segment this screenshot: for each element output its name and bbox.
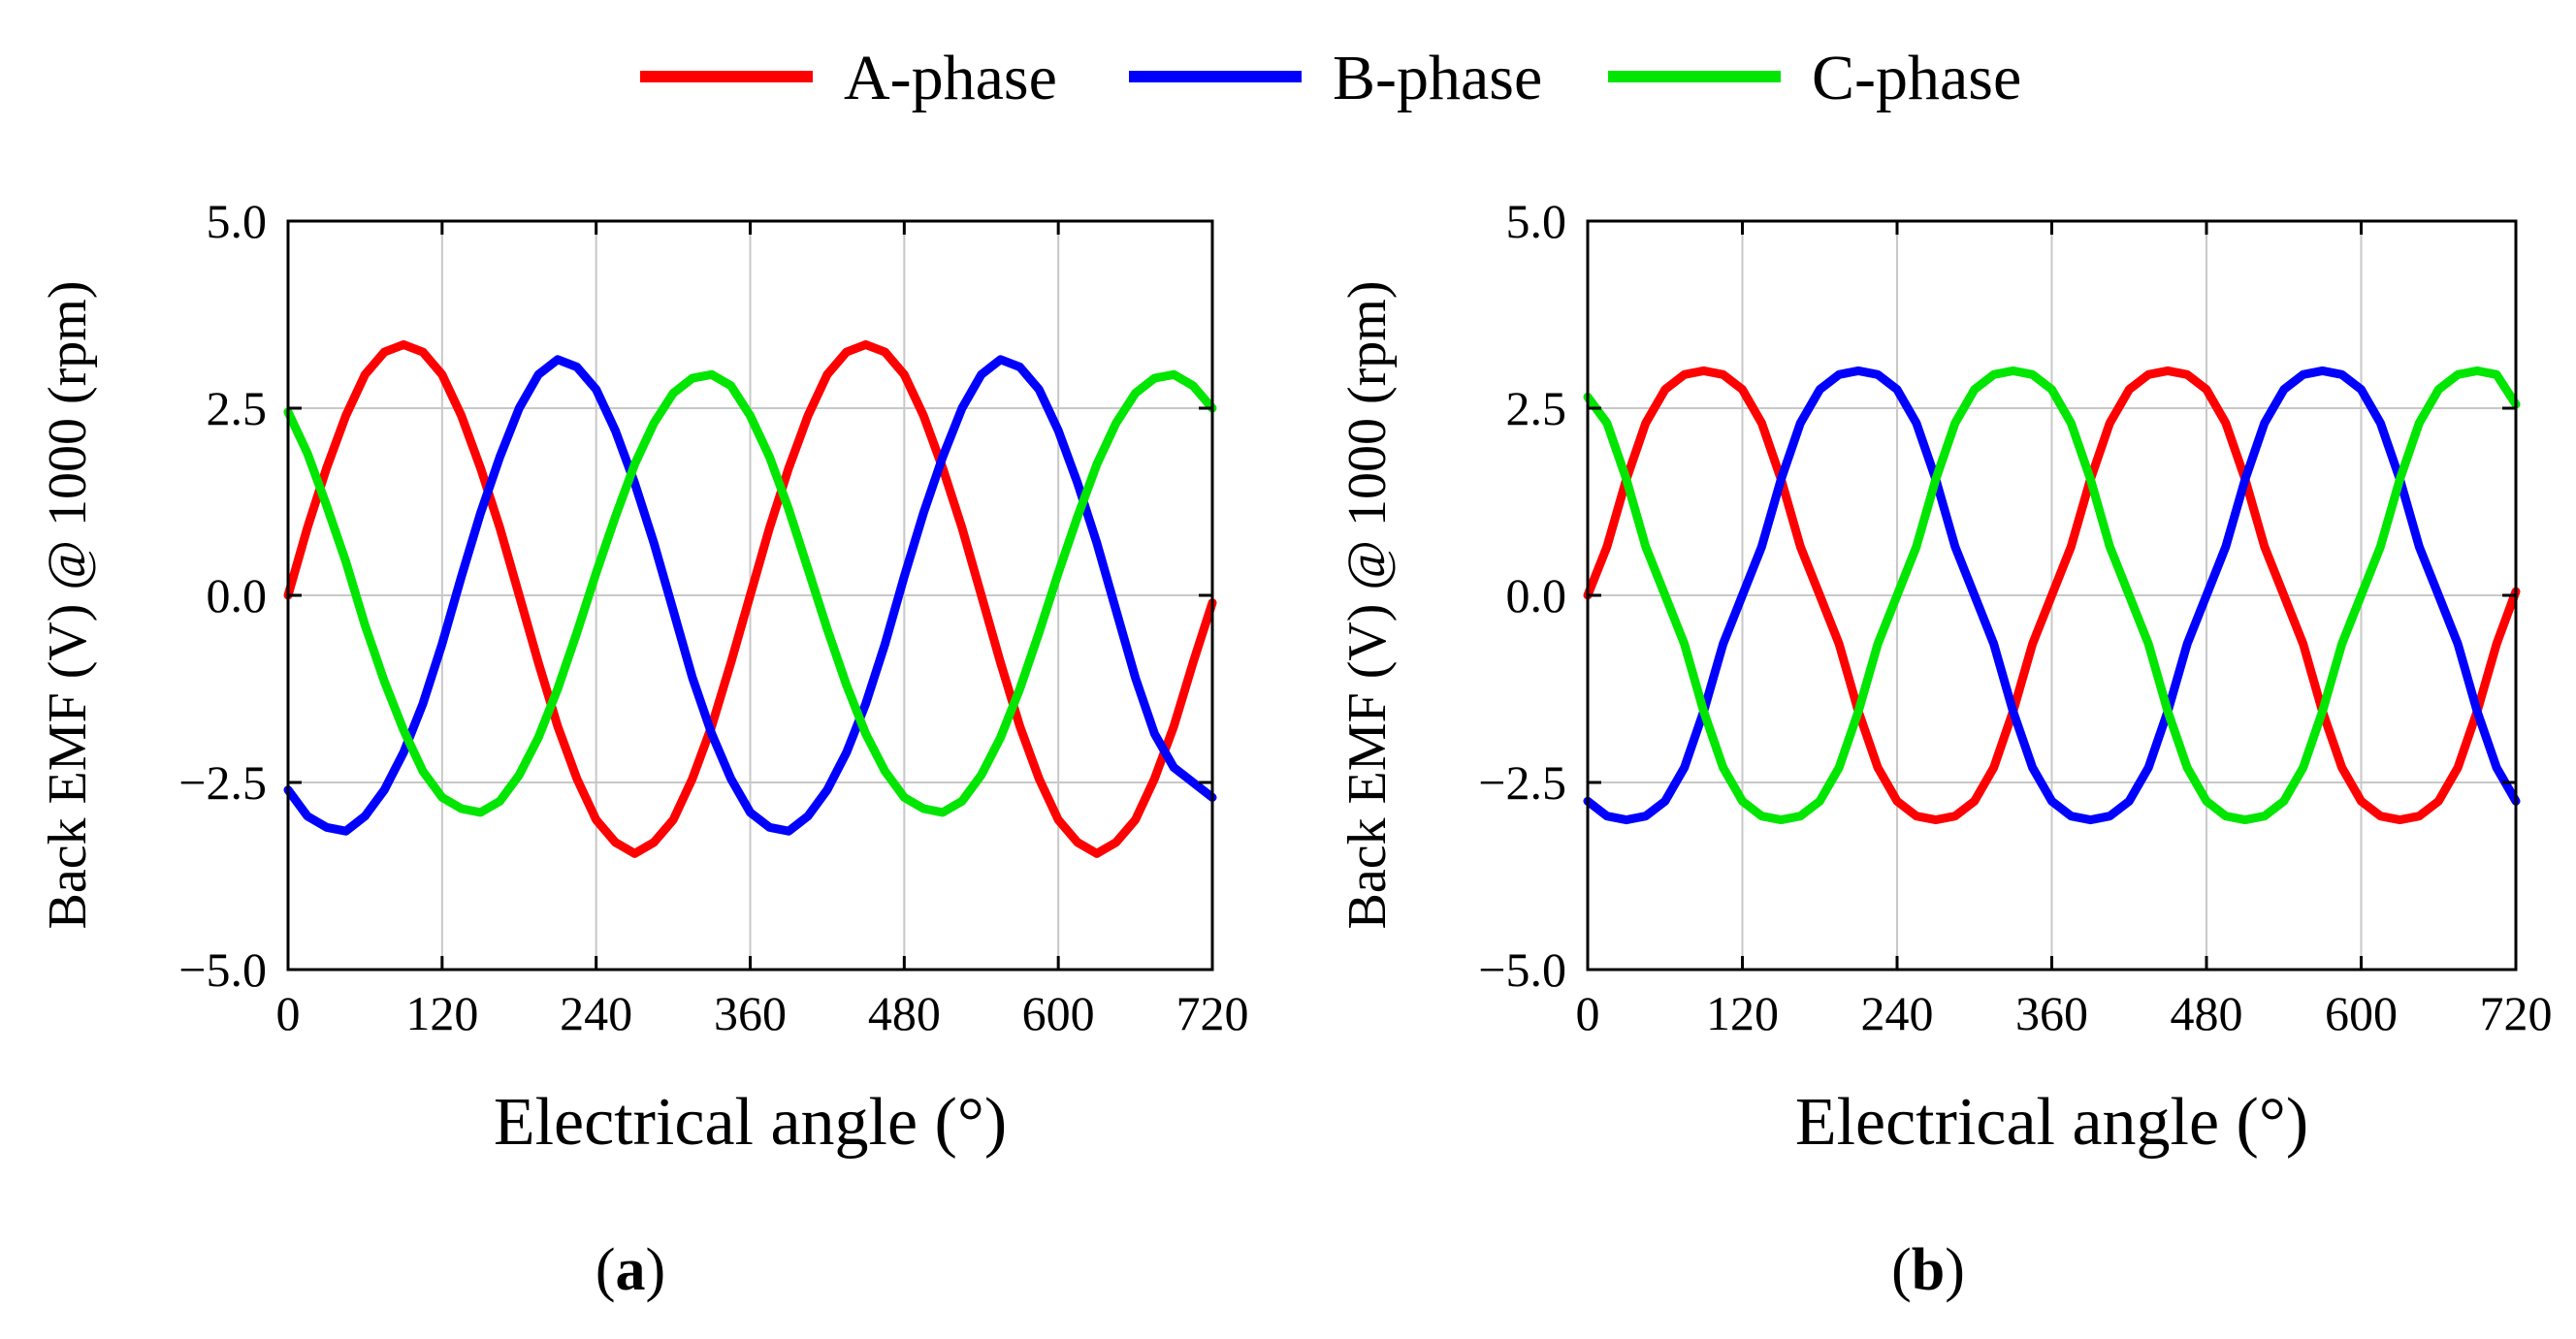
series-line-c-phase (1583, 366, 2521, 825)
legend-label-c-phase: C-phase (1812, 43, 2021, 113)
x-tick-label: 480 (2171, 986, 2243, 1040)
x-tick-label: 120 (1706, 986, 1779, 1040)
x-tick-label: 0 (1576, 986, 1600, 1040)
x-tick-label: 480 (868, 986, 941, 1040)
y-tick-label: −5.0 (1478, 942, 1566, 997)
x-tick-label: 120 (405, 986, 478, 1040)
panel-label: (b) (1891, 1237, 1965, 1303)
legend-label-a-phase: A-phase (844, 43, 1057, 113)
y-axis-title: Back EMF (V) @ 1000 (rpm) (38, 280, 98, 929)
y-tick-label: 5.0 (207, 194, 268, 248)
panel-letter: b (1912, 1237, 1945, 1303)
panel-label: (a) (596, 1237, 665, 1303)
y-axis-title: Back EMF (V) @ 1000 (rpm) (1337, 280, 1398, 929)
y-tick-label: −2.5 (178, 755, 267, 810)
series-line-a-phase (283, 339, 1217, 858)
x-tick-label: 600 (2325, 986, 2398, 1040)
y-tick-label: 5.0 (1506, 194, 1567, 248)
x-tick-label: 600 (1022, 986, 1095, 1040)
series-line-a-phase (1583, 366, 2521, 825)
y-tick-label: 0.0 (207, 568, 268, 622)
x-axis-title: Electrical angle (°) (494, 1085, 1007, 1160)
x-axis-title: Electrical angle (°) (1795, 1085, 2308, 1160)
legend-label-b-phase: B-phase (1333, 43, 1542, 113)
panel-b: 0 120 240 360 480 600 720 −5.0 −2.5 0.0 2.5 5.0 Elec… (1337, 194, 2553, 1303)
x-tick-label: 720 (1176, 986, 1249, 1040)
x-tick-label: 240 (1861, 986, 1934, 1040)
series-line-b-phase (283, 355, 1217, 836)
y-tick-label: −5.0 (178, 942, 267, 997)
x-tick-label: 720 (2480, 986, 2553, 1040)
y-tick-label: 2.5 (207, 381, 268, 435)
panel-a: 0 120 240 360 480 600 720 −5.0 −2.5 0.0 2.5 5.0 Elec… (38, 194, 1249, 1303)
series-line-b-phase (1583, 366, 2521, 825)
series-line-c-phase (283, 369, 1217, 817)
legend: A-phase B-phase C-phase (640, 43, 2021, 113)
y-tick-label: −2.5 (1478, 755, 1566, 810)
x-tick-label: 0 (276, 986, 301, 1040)
x-tick-label: 360 (2015, 986, 2088, 1040)
panel-letter: a (616, 1237, 646, 1303)
y-tick-label: 2.5 (1506, 381, 1567, 435)
x-tick-label: 360 (714, 986, 787, 1040)
x-tick-label: 240 (560, 986, 632, 1040)
y-tick-label: 0.0 (1506, 568, 1567, 622)
